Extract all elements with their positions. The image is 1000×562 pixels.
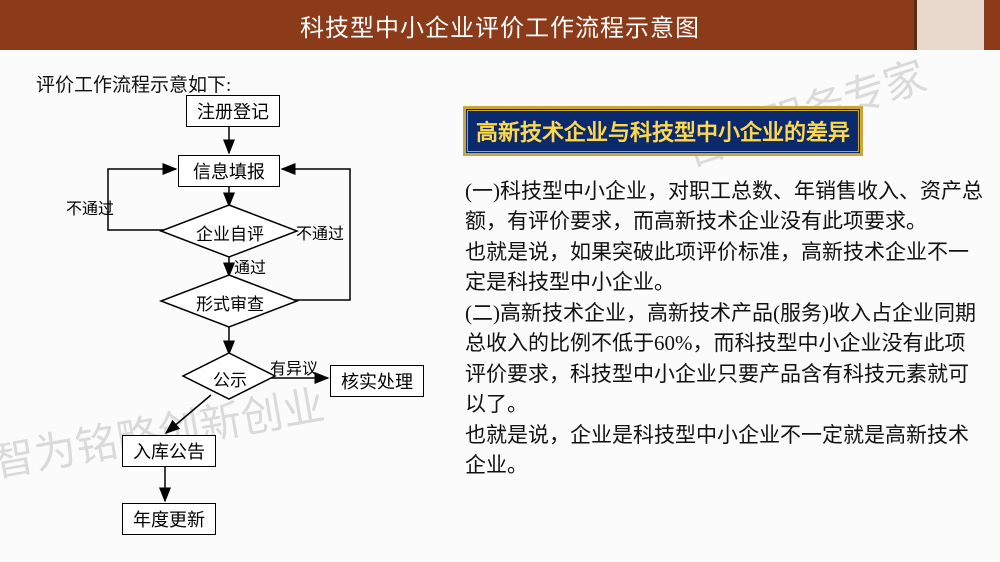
label-fail-left: 不通过: [66, 195, 114, 219]
page-title: 科技型中小企业评价工作流程示意图: [300, 8, 700, 43]
node-verify: 核实处理: [330, 365, 424, 397]
paragraph-2: 也就是说，如果突破此项评价标准，高新技术企业不一定是科技型中小企业。: [465, 237, 985, 298]
label-objection: 有异议: [270, 355, 318, 379]
label-fail-right: 不通过: [296, 220, 344, 244]
title-bar: 科技型中小企业评价工作流程示意图: [0, 0, 1000, 50]
node-fill: 信息填报: [178, 155, 280, 187]
node-formcheck: 形式审查: [196, 290, 264, 315]
paragraph-1: (一)科技型中小企业，对职工总数、年销售收入、资产总额，有评价要求，而高新技术企…: [465, 176, 985, 237]
node-storage: 入库公告: [122, 435, 216, 467]
flowchart: 注册登记 信息填报 核实处理 入库公告 年度更新 企业自评 形式审查 公示 不通…: [38, 95, 458, 555]
subtitle: 评价工作流程示意如下:: [36, 70, 231, 97]
body-text: (一)科技型中小企业，对职工总数、年销售收入、资产总额，有评价要求，而高新技术企…: [465, 176, 985, 480]
node-register: 注册登记: [186, 95, 280, 127]
right-column: 高新技术企业与科技型中小企业的差异 (一)科技型中小企业，对职工总数、年销售收入…: [465, 108, 985, 480]
highlight-text: 高新技术企业与科技型中小企业的差异: [476, 120, 850, 145]
node-selfeval: 企业自评: [196, 220, 264, 245]
paragraph-4: 也就是说，企业是科技型中小企业不一定就是高新技术企业。: [465, 420, 985, 481]
node-annual: 年度更新: [122, 503, 216, 535]
node-announce: 公示: [213, 366, 247, 391]
paragraph-3: (二)高新技术企业，高新技术产品(服务)收入占企业同期总收入的比例不低于60%，…: [465, 298, 985, 420]
corner-decoration: [914, 0, 984, 50]
highlight-box: 高新技术企业与科技型中小企业的差异: [465, 108, 861, 154]
label-pass: 通过: [234, 254, 266, 278]
